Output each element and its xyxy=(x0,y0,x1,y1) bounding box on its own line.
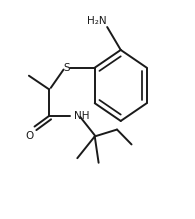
Text: NH: NH xyxy=(74,111,90,121)
Text: O: O xyxy=(25,131,34,141)
Text: H₂N: H₂N xyxy=(87,16,106,26)
Text: S: S xyxy=(63,63,70,73)
